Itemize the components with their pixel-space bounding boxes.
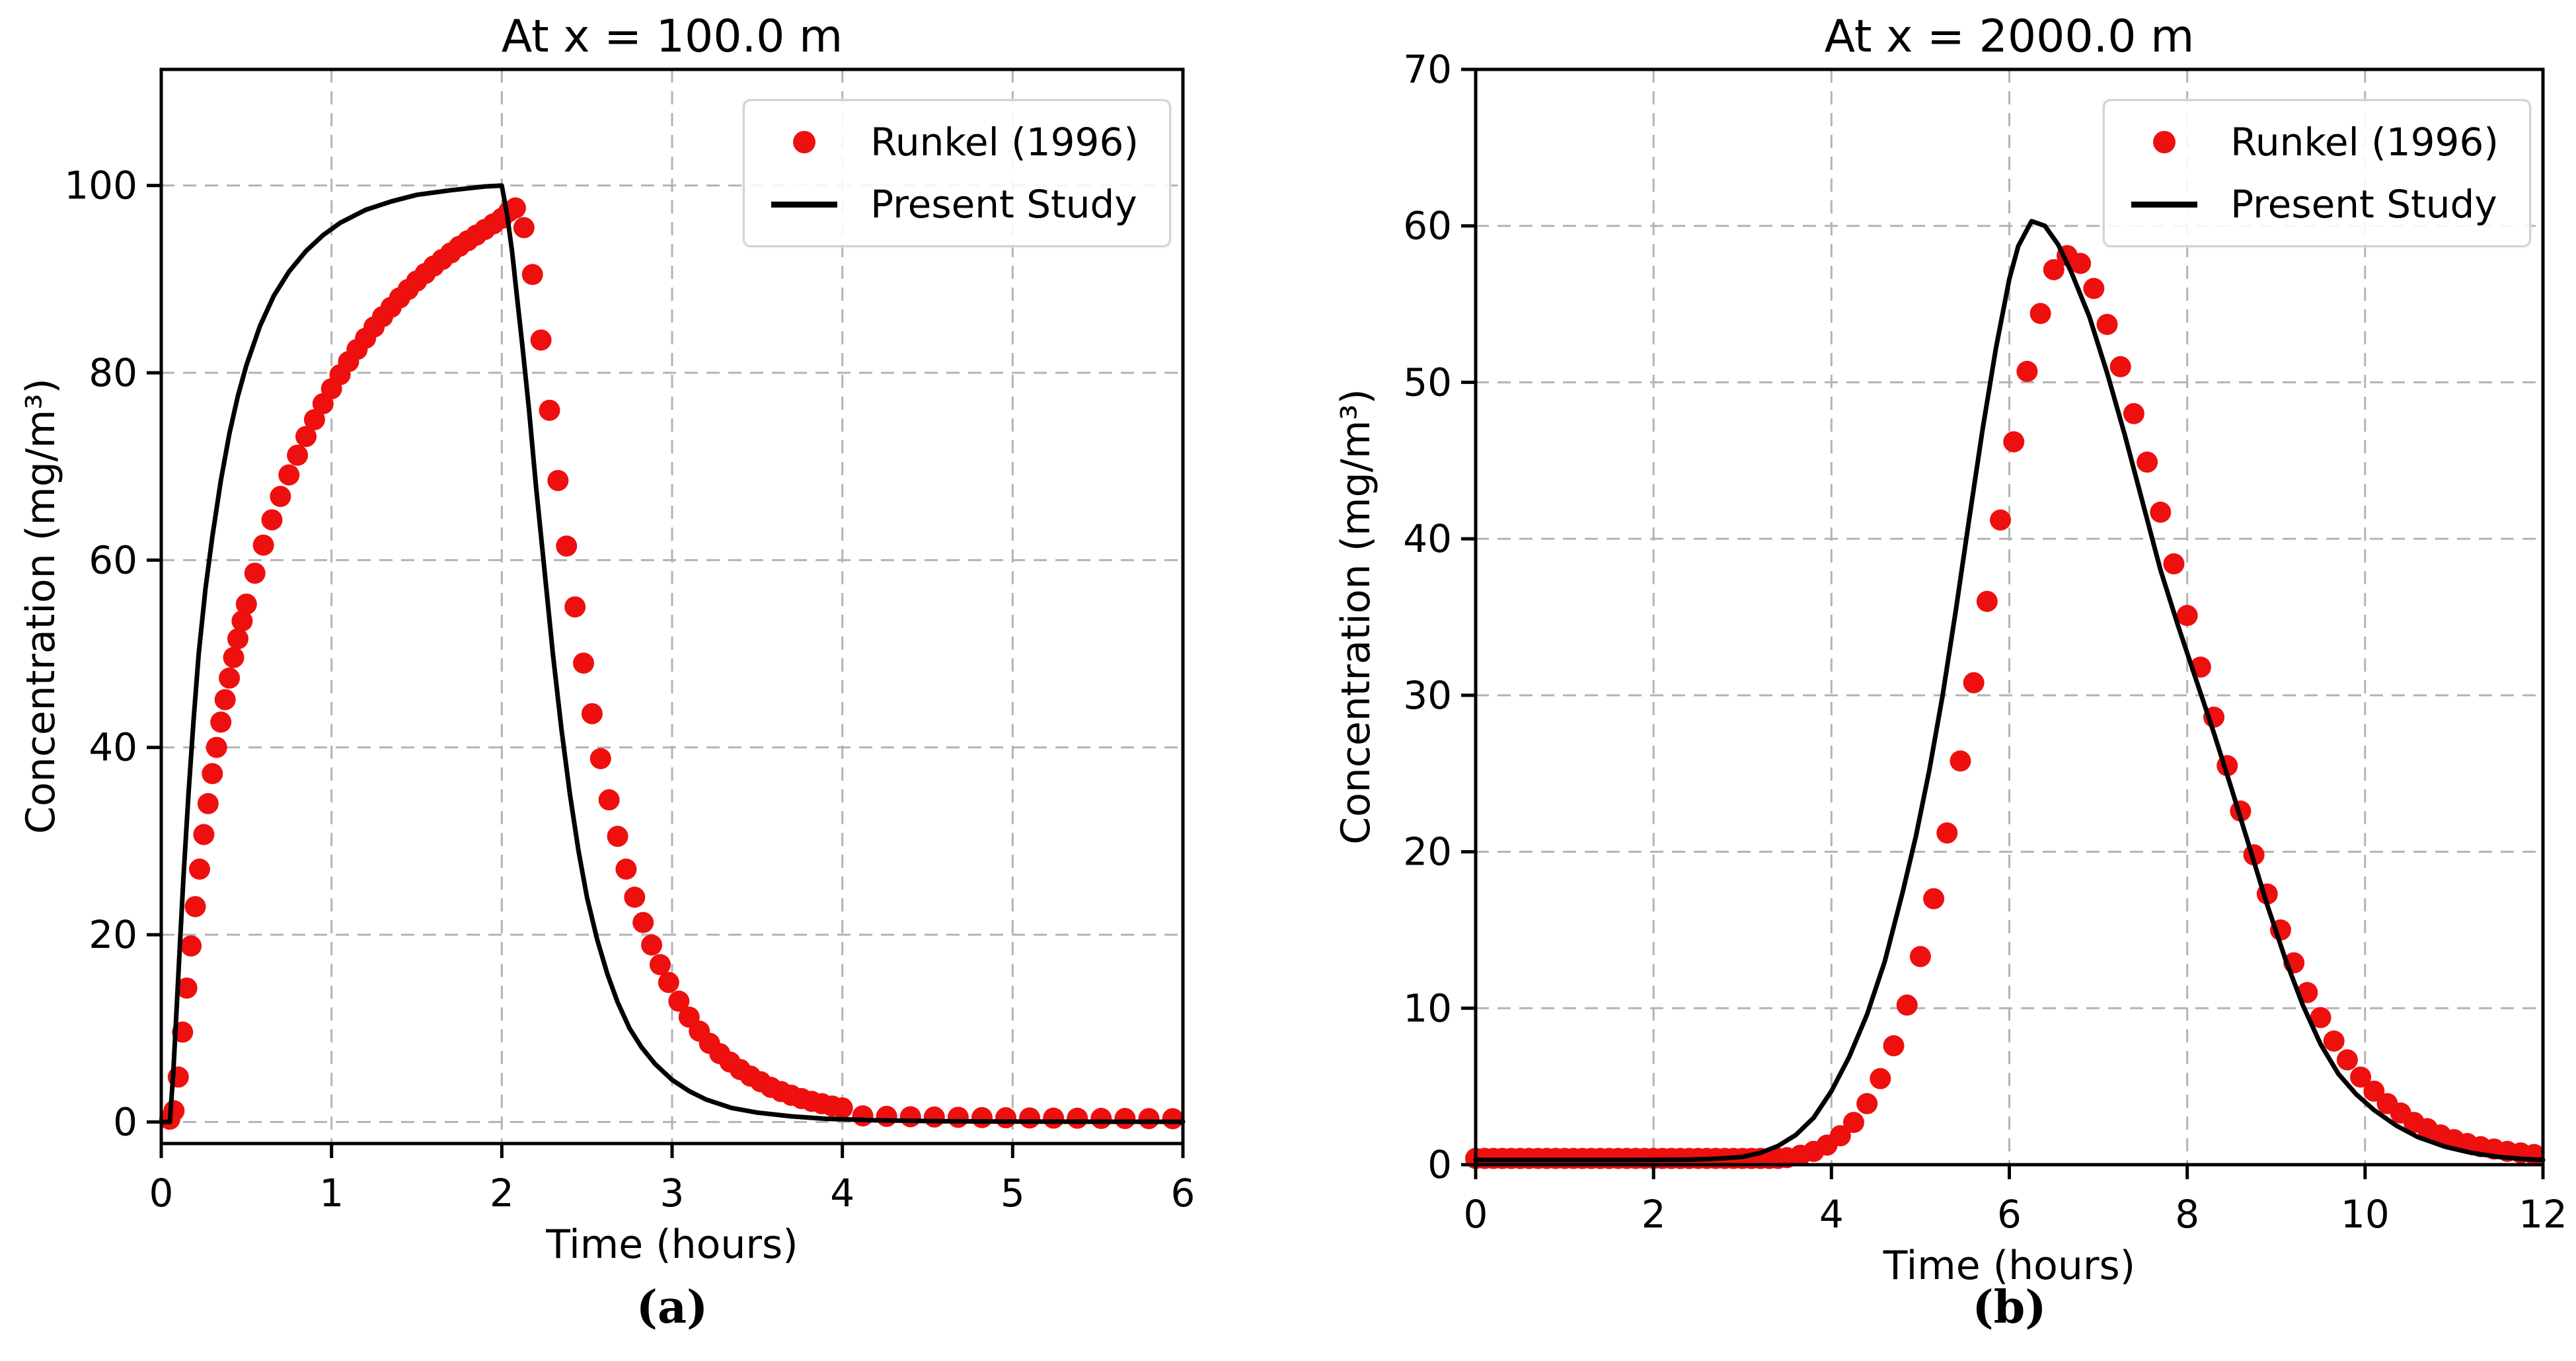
series-runkel-1996- (1465, 245, 2545, 1169)
tick-labels: 0 2 4 6 8 10 12 0 10 20 30 40 50 60 70 (1403, 47, 2567, 1237)
x-tick-label: 8 (2175, 1192, 2199, 1237)
y-tick-label: 40 (1403, 516, 1452, 561)
y-tick-label: 50 (1403, 360, 1452, 405)
legend-label-present-study: Present Study (2230, 182, 2497, 227)
ticks (1461, 67, 2545, 1179)
y-tick-label: 0 (1427, 1142, 1452, 1187)
y-tick-label: 30 (1403, 673, 1452, 718)
chart-a-legend: Runkel (1996) Present Study (743, 99, 1171, 247)
series-present-study (159, 183, 1186, 1124)
legend-row-present-study: Present Study (771, 182, 1139, 227)
series (159, 183, 1186, 1130)
y-tick-label: 40 (89, 725, 137, 770)
legend-row-runkel: Runkel (1996) (2131, 120, 2499, 165)
y-tick-label: 70 (1403, 47, 1452, 92)
series-present-study (1473, 219, 2546, 1163)
x-tick-label: 1 (319, 1171, 344, 1216)
y-tick-label: 0 (113, 1099, 137, 1144)
ticks (147, 184, 1185, 1158)
x-tick-label: 10 (2341, 1192, 2390, 1237)
chart-a-title: At x = 100.0 m (501, 11, 843, 63)
y-tick-label: 20 (89, 912, 137, 957)
x-tick-label: 6 (1997, 1192, 2022, 1237)
runkel-dot-icon (2131, 131, 2197, 153)
x-tick-label: 3 (660, 1171, 685, 1216)
legend-label-runkel: Runkel (1996) (2230, 120, 2499, 165)
y-tick-label: 80 (89, 350, 137, 395)
y-tick-label: 60 (89, 537, 137, 582)
y-tick-label: 20 (1403, 830, 1452, 875)
chart-b-title: At x = 2000.0 m (1824, 11, 2195, 63)
legend-label-present-study: Present Study (870, 182, 1137, 227)
chart-a-y-axis-label: Concentration (mg/m³) (18, 378, 64, 834)
x-tick-label: 5 (1001, 1171, 1025, 1216)
x-tick-label: 2 (1642, 1192, 1666, 1237)
y-tick-label: 100 (64, 163, 137, 208)
x-tick-label: 12 (2519, 1192, 2567, 1237)
chart-b-y-axis-label: Concentration (mg/m³) (1333, 389, 1379, 845)
present-study-line-icon (771, 201, 838, 208)
chart-b-caption: (b) (1972, 1281, 2047, 1334)
runkel-dot-icon (771, 131, 837, 153)
x-tick-label: 0 (1464, 1192, 1488, 1237)
x-tick-label: 6 (1171, 1171, 1195, 1216)
chart-b-x-axis-label: Time (hours) (1883, 1243, 2136, 1289)
x-tick-label: 4 (830, 1171, 854, 1216)
legend-label-runkel: Runkel (1996) (870, 120, 1139, 165)
chart-a-x-axis-label: Time (hours) (546, 1222, 798, 1268)
y-tick-label: 60 (1403, 204, 1452, 249)
chart-b: 0 2 4 6 8 10 12 0 10 20 30 40 50 60 70 (1403, 47, 2567, 1237)
x-tick-label: 0 (149, 1171, 174, 1216)
legend-row-runkel: Runkel (1996) (771, 120, 1139, 165)
chart-b-legend: Runkel (1996) Present Study (2103, 99, 2531, 247)
legend-row-present-study: Present Study (2131, 182, 2499, 227)
y-tick-label: 10 (1403, 986, 1452, 1030)
x-tick-label: 2 (490, 1171, 514, 1216)
present-study-line-icon (2131, 201, 2198, 208)
chart-a-caption: (a) (636, 1281, 708, 1334)
x-tick-label: 4 (1819, 1192, 1844, 1237)
